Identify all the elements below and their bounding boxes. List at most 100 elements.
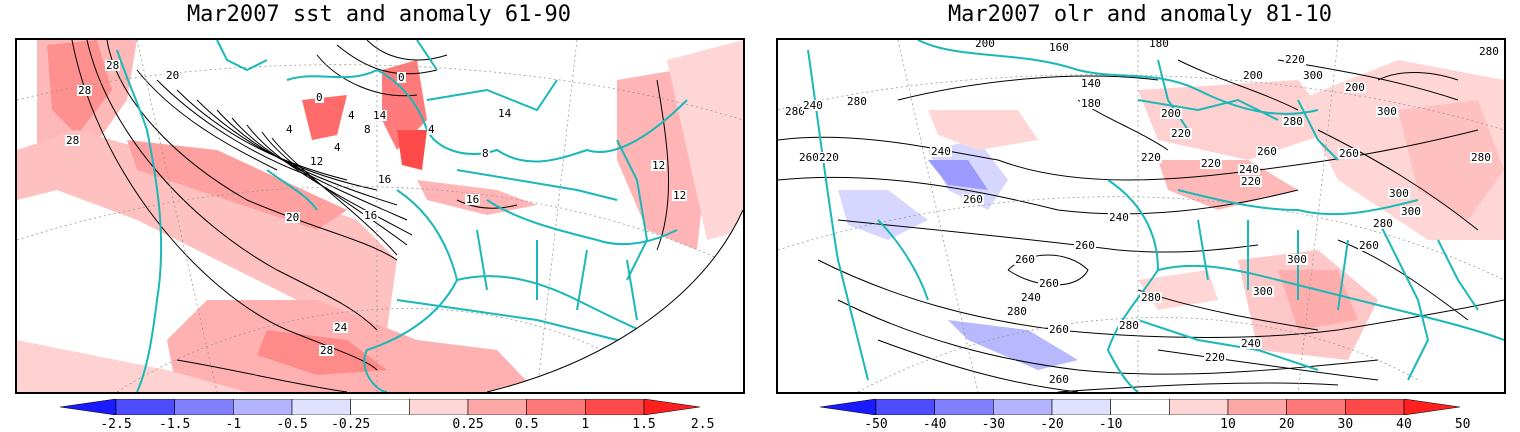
contour-label: 8	[363, 123, 372, 136]
colorbar-tick-label: 1.5	[632, 417, 656, 432]
contour-label: 180	[1148, 38, 1170, 50]
contour-label: 28	[65, 134, 81, 147]
contour-label: 16	[363, 209, 379, 222]
contour-label: 260	[798, 151, 820, 164]
contour-label: 280	[1140, 291, 1162, 304]
contour-label: 240	[1020, 291, 1042, 304]
sst-anomaly-map: 28 20 28 28 0 0 4 4 14 8 4 12 16 16 20 2…	[15, 38, 745, 394]
colorbar-tick-label: -0.25	[331, 417, 371, 432]
colorbar-tick-label: -10	[1098, 417, 1123, 432]
anomaly-shade	[1158, 160, 1298, 210]
anomaly-shade	[838, 190, 928, 240]
right-map-title: Mar2007 olr and anomaly 81-10	[947, 2, 1333, 27]
anomaly-shade	[397, 130, 427, 170]
contour-label: 300	[1252, 285, 1274, 298]
contour-label: 12	[672, 189, 688, 202]
contour-label: 260	[962, 193, 984, 206]
anomaly-shade	[1138, 270, 1218, 310]
anomaly-shade	[127, 140, 347, 230]
anomaly-shade	[302, 95, 347, 140]
olr-anomaly-colorbar	[820, 399, 1460, 415]
colorbar-box	[585, 399, 645, 415]
contour-label: 280	[1282, 115, 1304, 128]
contour-label: 280	[1006, 305, 1028, 318]
anomaly-shade	[928, 160, 988, 190]
contour-label: 260	[1014, 253, 1036, 266]
contour-label: 240	[1108, 211, 1130, 224]
contour-label: 4	[427, 123, 436, 136]
colorbar-tick-label: -40	[922, 417, 947, 432]
contour-label: 280	[784, 105, 806, 118]
colorbar-tick-label: -20	[1040, 417, 1064, 432]
colorbar-tick-label: 1	[581, 417, 590, 432]
contour-label: 280	[846, 95, 868, 108]
contour-label: 28	[77, 84, 93, 97]
contour-label: 300	[1388, 187, 1410, 200]
contour-label: 240	[802, 99, 824, 112]
contour-label: 4	[285, 123, 294, 136]
colorbar-end-high	[643, 399, 700, 415]
contour-label: 160	[1048, 41, 1070, 54]
colorbar-tick-label: 40	[1396, 417, 1412, 432]
anomaly-shade	[1138, 80, 1338, 160]
colorbar-box	[233, 399, 293, 415]
contour-label: 240	[930, 145, 952, 158]
colorbar-tick-label: -0.5	[276, 417, 308, 432]
colorbar-tick-label: 50	[1454, 417, 1471, 432]
contour-label: 300	[1302, 69, 1324, 82]
colorbar-box	[1286, 399, 1346, 415]
contour-label: 0	[315, 91, 324, 104]
olr-map-graphic	[778, 40, 1504, 392]
contour-label: 200	[1242, 69, 1264, 82]
contour-label: 260	[1038, 277, 1060, 290]
anomaly-shade	[17, 340, 247, 392]
anomaly-shade	[667, 40, 743, 240]
contour-label: 0	[397, 71, 406, 84]
colorbar-box	[934, 399, 994, 415]
contour-label: 28	[319, 344, 335, 357]
contour-label: 20	[165, 69, 181, 82]
colorbar-tick-label: -1	[225, 417, 242, 432]
contour-label: 180	[1080, 97, 1102, 110]
contour-label: 260	[1358, 239, 1380, 252]
contour-label: 280	[1118, 319, 1140, 332]
contour-label: 200	[1344, 81, 1366, 94]
colorbar-box	[1051, 399, 1111, 415]
colorbar-box	[291, 399, 351, 415]
colorbar-end-low	[60, 399, 117, 415]
contour-label: 220	[1200, 157, 1222, 170]
contour-label: 14	[497, 107, 513, 120]
contour-label: 280	[1470, 151, 1492, 164]
olr-anomaly-map: 280 240 260 280 200 160 180 140 180 200 …	[776, 38, 1506, 394]
colorbar-tick-label: -2.5	[100, 417, 132, 432]
contour-label: 220	[1204, 351, 1226, 364]
anomaly-shade	[382, 60, 427, 150]
colorbar-box	[115, 399, 175, 415]
contour-label: 280	[1372, 217, 1394, 230]
contour-label: 8	[481, 147, 490, 160]
colorbar-tick-label: 0.5	[514, 417, 539, 432]
contour-label: 300	[1376, 105, 1398, 118]
contour-label: 20	[285, 211, 301, 224]
colorbar-box	[174, 399, 234, 415]
colorbar-box	[1169, 399, 1229, 415]
colorbar-box	[993, 399, 1053, 415]
contour-label: 300	[1400, 205, 1422, 218]
colorbar-box	[350, 399, 410, 415]
contour-label: 300	[1286, 253, 1308, 266]
contour-label: 140	[1080, 77, 1102, 90]
contour-label: 260	[1256, 145, 1278, 158]
contour-label: 12	[651, 159, 667, 172]
sst-colorbar-graphic	[60, 399, 700, 415]
contour-label: 240	[1238, 163, 1260, 176]
contour-label: 200	[1160, 107, 1182, 120]
contour-label: 4	[347, 109, 356, 122]
contour-label: 200	[974, 38, 996, 50]
contour-label: 220	[818, 151, 840, 164]
contour-label: 220	[1240, 175, 1262, 188]
contour-label: 220	[1170, 127, 1192, 140]
colorbar-end-low	[820, 399, 877, 415]
contour-label: 260	[1048, 323, 1070, 336]
contour-label: 28	[105, 59, 121, 72]
colorbar-box	[526, 399, 586, 415]
